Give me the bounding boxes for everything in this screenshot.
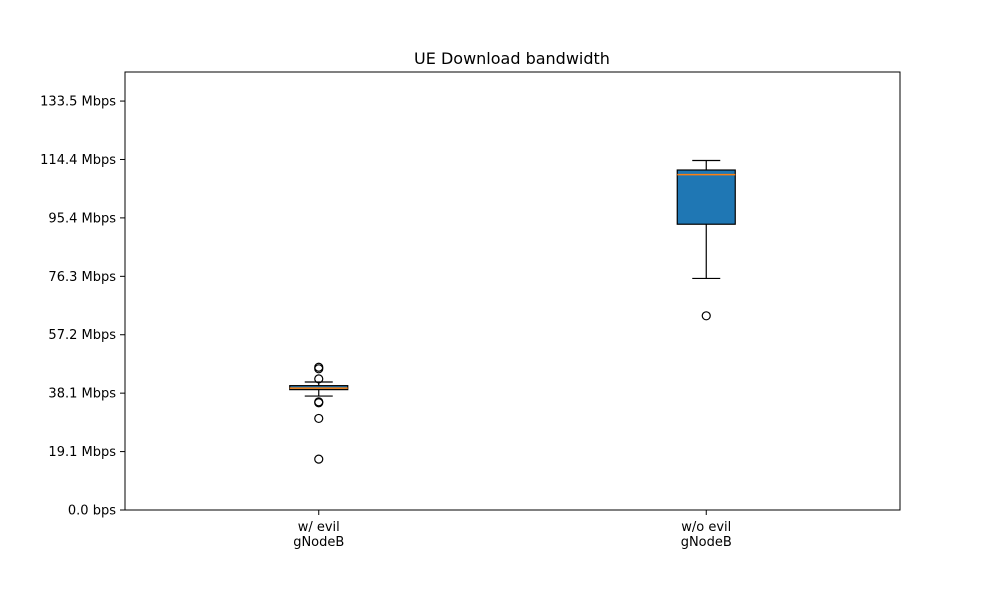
outlier-point xyxy=(314,398,324,408)
y-tick-label: 57.2 Mbps xyxy=(48,328,116,343)
outlier-point xyxy=(314,454,324,464)
x-tick-label: gNodeB xyxy=(681,535,732,550)
y-tick-label: 0.0 bps xyxy=(68,504,116,519)
plot-area-frame xyxy=(124,71,901,511)
y-tick-label: 38.1 Mbps xyxy=(48,387,116,402)
y-axis: 0.0 bps 19.1 Mbps 38.1 Mbps 57.2 Mbps 76.3 M… xyxy=(40,95,125,519)
chart-title: UE Download bandwidth xyxy=(414,49,610,68)
x-tick-label: w/ evil xyxy=(298,520,340,535)
y-tick-label: 95.4 Mbps xyxy=(48,211,116,226)
y-tick-label: 76.3 Mbps xyxy=(48,270,116,285)
y-tick-label: 133.5 Mbps xyxy=(40,95,116,110)
box-group xyxy=(676,159,736,321)
outlier-point xyxy=(314,364,324,374)
x-tick-label: w/o evil xyxy=(681,520,731,535)
x-tick-label: gNodeB xyxy=(293,535,344,550)
box-group xyxy=(289,362,349,464)
y-tick-label: 114.4 Mbps xyxy=(40,153,116,168)
chart-marks xyxy=(289,159,736,464)
outlier-point xyxy=(701,311,711,321)
outlier-point xyxy=(314,374,324,384)
box-iqr xyxy=(676,169,736,225)
outlier-point xyxy=(314,413,324,424)
y-tick-label: 19.1 Mbps xyxy=(48,445,116,460)
